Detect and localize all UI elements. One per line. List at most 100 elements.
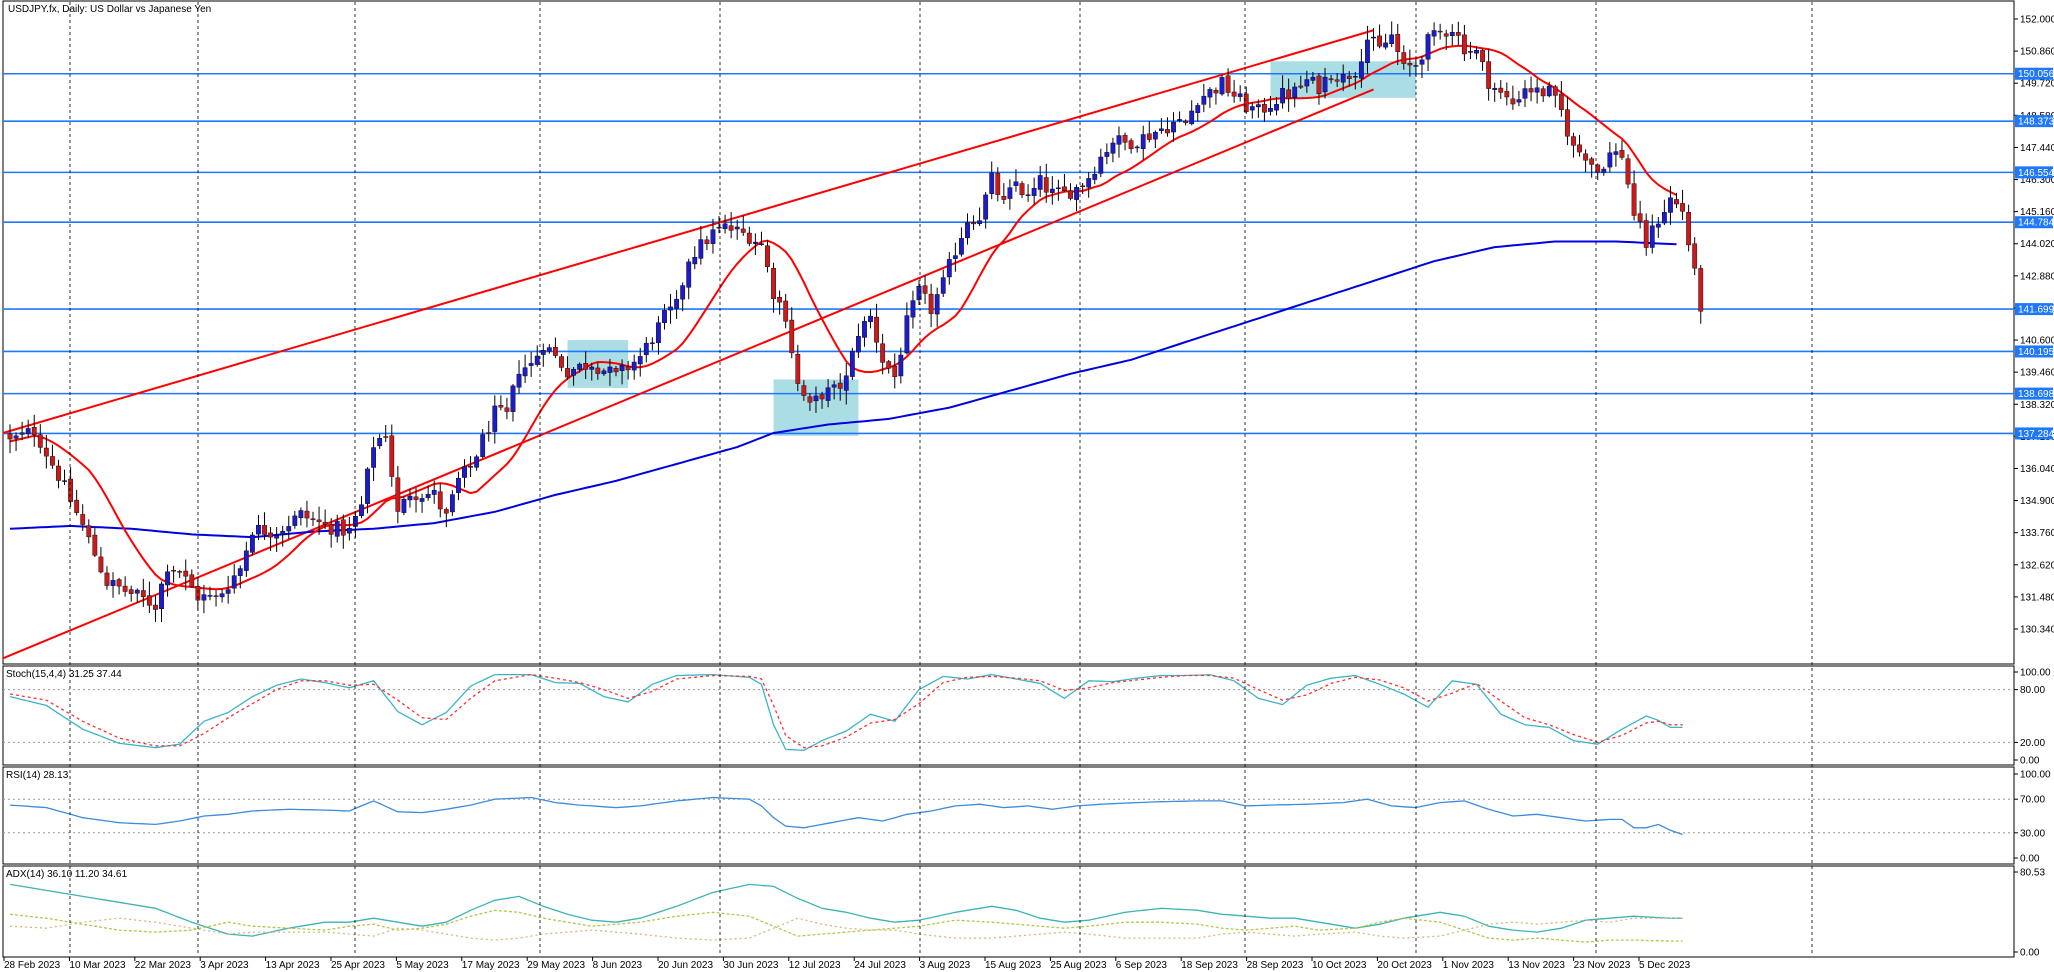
candle-body [443,509,449,514]
candle-body [868,315,873,322]
candle-body [528,363,534,366]
candle-body [1255,104,1261,108]
moving-average-fast [9,44,1677,591]
candle-body [249,534,255,553]
candle-body [1419,59,1425,65]
date-tick-label: 5 Dec 2023 [1639,960,1691,971]
candle-body [1104,152,1110,157]
candle-body [1340,74,1346,83]
trend-channel[interactable] [2,29,1374,660]
candle-body [722,223,728,230]
date-tick-label: 13 Nov 2023 [1508,960,1565,971]
candle-body [262,525,267,535]
candle-body [1231,91,1237,97]
candle-body [874,316,879,343]
candle-body [1195,105,1201,113]
candle-body [795,354,801,384]
candle-body [1589,158,1595,165]
candle-body [292,515,298,526]
candle-body [631,361,637,371]
level-label: 148.373 [2018,117,2054,128]
candle-body [43,447,49,457]
candle-body [759,243,764,245]
candle-body [1443,33,1449,37]
candle-body [31,427,37,435]
candle-body [1486,61,1492,89]
price-panel[interactable]: 152.000150.860149.720148.580147.440146.3… [2,0,2054,665]
candle-body [468,466,473,468]
rsi-panel[interactable]: 100.00 70.00 30.00 0.00 RSI(14) 28.13 [2,766,2051,865]
candle-body [1001,196,1007,200]
candle-body [7,433,13,440]
date-tick-label: 3 Apr 2023 [200,960,249,971]
candle-body [401,499,407,513]
candle-body [1243,93,1249,113]
candle-body [565,368,570,378]
candle-body [19,432,25,435]
stochastic-panel-frame [2,665,2015,766]
date-tick-label: 18 Sep 2023 [1181,960,1238,971]
candle-body [492,405,498,432]
candle-body [365,468,370,504]
candle-body [922,285,928,294]
candle-body [946,259,952,278]
channel-line[interactable] [2,29,1374,434]
candle-body [1055,187,1061,189]
date-tick-label: 24 Jul 2023 [854,960,906,971]
candle-body [462,466,467,478]
candle-body [1425,34,1431,60]
stochastic-panel[interactable]: 100.00 80.00 20.00 0.00 Stoch(15,4,4) 31.25… [2,665,2051,767]
candle-body [886,361,892,369]
candle-body [134,589,140,594]
candle-body [1098,156,1104,174]
candle-body [1316,75,1322,94]
level-label-bg [2015,216,2053,229]
candle-body [662,310,667,323]
date-tick-label: 12 Jul 2023 [789,960,841,971]
axis-tick-label: 100.00 [2020,770,2051,781]
axis-tick-label: 80.00 [2020,685,2045,696]
moving-average-slow [9,240,1677,539]
price-tick-label: 144.020 [2020,239,2054,250]
candle-body [1516,99,1522,103]
candle-body [1468,51,1473,53]
candle-body [201,594,207,601]
adx-panel[interactable]: 80.53 0.00 ADX(14) 36.10 11.20 34.61 [2,865,2045,959]
candle-body [419,498,425,502]
candle-body [692,256,698,265]
candle-body [1661,212,1667,224]
rsi-line [9,796,1683,836]
stochastic-axis: 100.00 80.00 20.00 0.00 [2014,668,2051,767]
symbol-title: USDJPY.fx, Daily: US Dollar vs Japanese … [8,4,211,15]
candle-body [807,396,813,403]
candle-body [1401,52,1407,64]
candle-body [1140,134,1146,149]
horizontal-levels[interactable] [3,72,2014,435]
channel-line[interactable] [2,88,1374,660]
candle-body [625,366,631,371]
candle-body [898,354,904,377]
candle-body [837,382,843,389]
candle-body [1031,188,1037,196]
candle-body [334,521,340,537]
moving-average-fast-line [9,44,1677,591]
candle-body [1286,89,1292,99]
adx-lines [9,883,1683,943]
candle-body [1552,86,1558,96]
candle-body [1007,187,1013,199]
candle-body [789,319,795,354]
candle-body [231,575,237,589]
candle-body [825,387,831,401]
candle-body [122,585,128,592]
level-label: 150.056 [2018,69,2054,80]
candle-body [771,268,776,300]
candle-body [1431,30,1437,37]
candle-body [1292,86,1298,98]
candle-body [1540,88,1546,97]
candle-body [1268,108,1273,112]
candle-body [1110,142,1116,154]
candle-body [189,574,195,587]
price-tick-label: 150.860 [2020,47,2054,58]
candle-body [1474,50,1479,54]
